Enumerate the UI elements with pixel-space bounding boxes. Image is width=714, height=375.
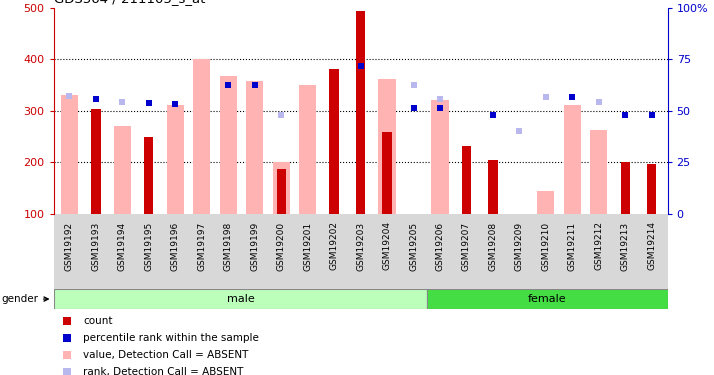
Bar	[276, 169, 286, 214]
Text: female: female	[528, 294, 567, 304]
Text: count: count	[83, 316, 113, 326]
Bar	[299, 85, 316, 214]
Text: percentile rank within the sample: percentile rank within the sample	[83, 333, 259, 343]
Bar	[620, 162, 630, 214]
Text: GDS564 / 211105_s_at: GDS564 / 211105_s_at	[54, 0, 205, 5]
Bar	[220, 76, 237, 214]
Bar	[383, 132, 392, 214]
Bar	[329, 69, 338, 214]
Bar	[378, 79, 396, 214]
Bar	[356, 11, 365, 214]
Bar	[54, 289, 427, 309]
Bar	[61, 95, 78, 214]
Bar	[246, 81, 263, 214]
Text: value, Detection Call = ABSENT: value, Detection Call = ABSENT	[83, 350, 248, 360]
Bar	[273, 162, 290, 214]
Bar	[427, 289, 668, 309]
Bar	[144, 138, 154, 214]
Text: male: male	[226, 294, 254, 304]
Bar	[114, 126, 131, 214]
Bar	[431, 100, 448, 214]
Bar	[647, 164, 656, 214]
Bar	[488, 160, 498, 214]
Bar	[537, 190, 555, 214]
Text: gender: gender	[1, 294, 48, 304]
Text: rank, Detection Call = ABSENT: rank, Detection Call = ABSENT	[83, 368, 243, 375]
Bar	[91, 109, 101, 214]
Bar	[193, 59, 211, 214]
Bar	[166, 105, 184, 214]
Bar	[462, 146, 471, 214]
Bar	[564, 105, 581, 214]
Bar	[590, 130, 608, 214]
